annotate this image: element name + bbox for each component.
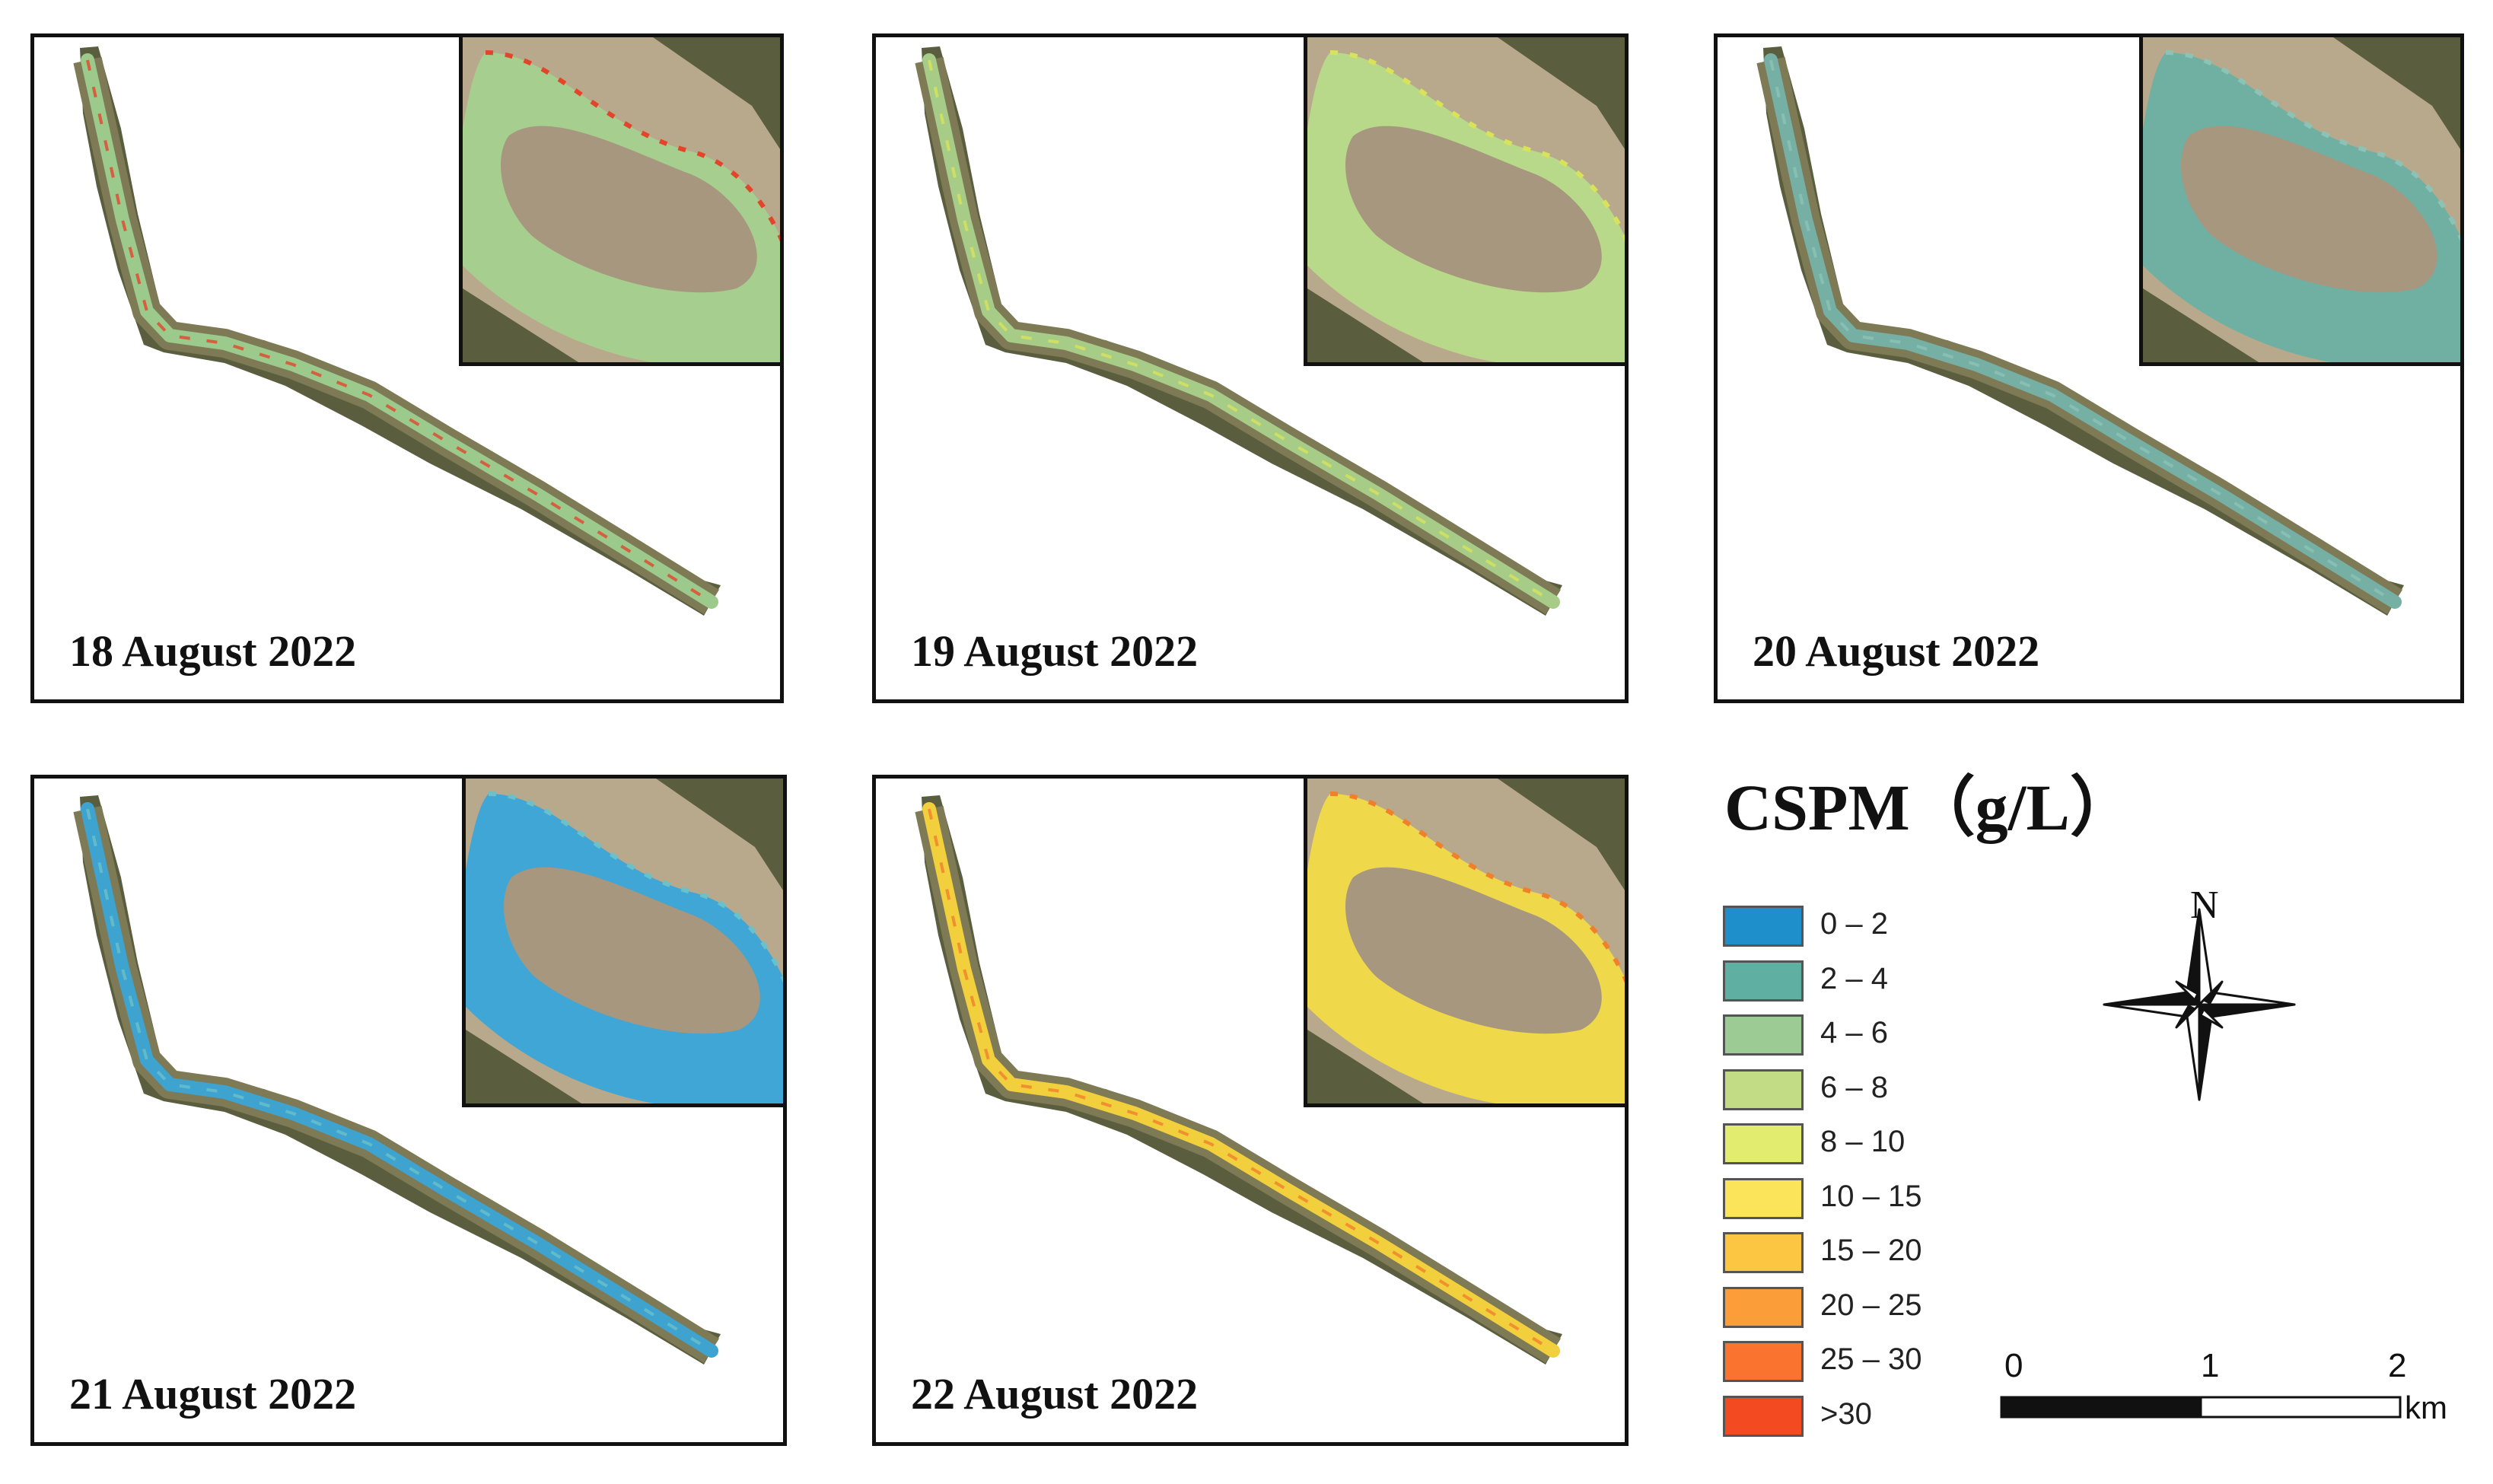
date-label: 18 August 2022 bbox=[69, 626, 357, 676]
legend-label: 15 – 20 bbox=[1820, 1234, 1922, 1267]
legend-swatch bbox=[1723, 1068, 1804, 1110]
river-corridor-map bbox=[1756, 46, 2404, 616]
inset-island bbox=[1345, 126, 1602, 293]
inset-speckle bbox=[1329, 50, 1625, 242]
north-letter: N bbox=[2190, 884, 2219, 927]
inset-map bbox=[2139, 37, 2460, 366]
legend-swatch bbox=[1723, 1341, 1804, 1382]
legend-swatch bbox=[1723, 1014, 1804, 1056]
inset-field bbox=[653, 37, 780, 149]
inset-map bbox=[459, 37, 780, 366]
legend-label: 6 – 8 bbox=[1820, 1070, 1888, 1104]
map-panel-22-august: 22 August 2022 bbox=[872, 775, 1629, 1446]
date-label: 22 August 2022 bbox=[911, 1369, 1199, 1419]
legend-swatch bbox=[1723, 1286, 1804, 1328]
legend-label: 10 – 15 bbox=[1820, 1179, 1922, 1213]
inset-river-bend bbox=[1307, 779, 1625, 1103]
inset-speckle bbox=[2165, 50, 2460, 242]
date-label: 20 August 2022 bbox=[1753, 626, 2040, 676]
concentration-speckle bbox=[86, 808, 713, 1352]
scale-unit: km bbox=[2405, 1390, 2447, 1425]
concentration-speckle bbox=[928, 59, 1555, 603]
scale-bar bbox=[2000, 1396, 2402, 1419]
inset-island bbox=[504, 867, 760, 1034]
inset-field bbox=[656, 779, 783, 890]
inset-speckle bbox=[485, 50, 780, 242]
concentration-speckle bbox=[86, 59, 713, 603]
concentration-speckle bbox=[1769, 59, 2396, 603]
inset-map bbox=[1304, 37, 1625, 366]
inset-map bbox=[462, 779, 783, 1107]
inset-field bbox=[1498, 37, 1625, 149]
date-label: 19 August 2022 bbox=[911, 626, 1199, 676]
inset-speckle bbox=[1329, 791, 1625, 983]
river-corridor-map bbox=[915, 795, 1562, 1365]
map-panel-18-august: 18 August 2022 bbox=[30, 33, 784, 703]
scale-tick-0: 0 bbox=[2004, 1347, 2023, 1384]
legend-label: >30 bbox=[1820, 1396, 1872, 1431]
concentration-speckle bbox=[928, 808, 1555, 1352]
map-panel-21-august: 21 August 2022 bbox=[30, 775, 787, 1446]
legend-label: 8 – 10 bbox=[1820, 1125, 1906, 1158]
legend-swatch bbox=[1723, 960, 1804, 1002]
legend-label: 20 – 25 bbox=[1820, 1288, 1922, 1322]
inset-river-bend bbox=[1307, 37, 1625, 362]
legend-label: 0 – 2 bbox=[1820, 907, 1888, 941]
inset-river-bend bbox=[466, 779, 783, 1103]
inset-island bbox=[1345, 867, 1602, 1034]
river-corridor-map bbox=[73, 46, 721, 616]
inset-field bbox=[2333, 37, 2460, 149]
inset-field bbox=[1498, 779, 1625, 890]
scale-tick-1: 1 bbox=[2201, 1347, 2220, 1384]
legend-label: 2 – 4 bbox=[1820, 961, 1888, 995]
legend-swatch bbox=[1723, 906, 1804, 947]
legend-swatch bbox=[1723, 1395, 1804, 1437]
legend-label: 25 – 30 bbox=[1820, 1342, 1922, 1376]
inset-speckle bbox=[488, 791, 783, 983]
legend-swatch bbox=[1723, 1177, 1804, 1219]
date-label: 21 August 2022 bbox=[69, 1369, 357, 1419]
north-arrow-icon bbox=[2103, 908, 2296, 1101]
inset-river-bend bbox=[463, 37, 780, 362]
map-panel-20-august: 20 August 2022 bbox=[1714, 33, 2464, 703]
legend-swatch bbox=[1723, 1232, 1804, 1273]
legend-label: 4 – 6 bbox=[1820, 1016, 1888, 1049]
inset-river-bend bbox=[2143, 37, 2460, 362]
scale-tick-2: 2 bbox=[2388, 1347, 2407, 1384]
inset-map bbox=[1304, 779, 1625, 1107]
inset-island bbox=[2181, 126, 2437, 293]
inset-island bbox=[501, 126, 757, 293]
river-corridor-map bbox=[73, 795, 721, 1365]
legend-title: CSPM（g/L） bbox=[1724, 771, 2135, 844]
river-corridor-map bbox=[915, 46, 1562, 616]
map-panel-19-august: 19 August 2022 bbox=[872, 33, 1629, 703]
legend-swatch bbox=[1723, 1123, 1804, 1164]
